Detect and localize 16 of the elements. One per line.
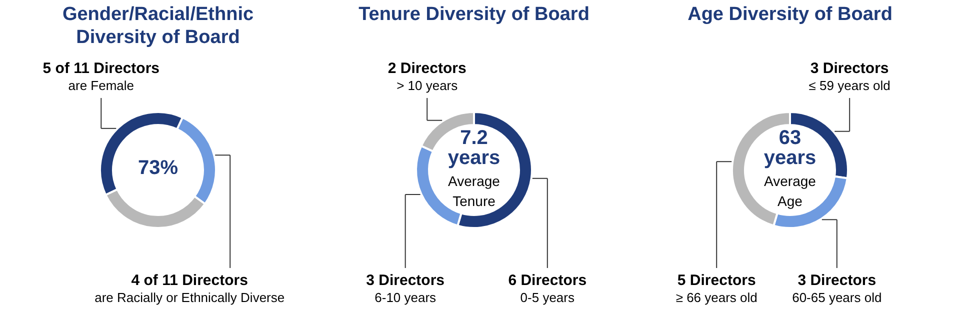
category-label: 3 Directors 6-10 years xyxy=(366,272,445,305)
chart-title: Age Diversity of Board xyxy=(688,4,892,25)
category-label: 3 Directors ≤ 59 years old xyxy=(808,60,890,93)
chart-title: Tenure Diversity of Board xyxy=(358,4,590,25)
text: 63 years xyxy=(764,127,816,169)
category-label: 6 Directors 0-5 years xyxy=(508,272,587,305)
category-label: 5 Directors ≥ 66 years old xyxy=(676,272,758,305)
category-label: 4 of 11 Directors are Racially or Ethnically Diverse xyxy=(94,272,285,305)
text: 7.2 years xyxy=(448,127,500,169)
text: 73% xyxy=(138,157,178,179)
category-label: 2 Directors > 10 years xyxy=(388,60,466,93)
chart-title: Gender/Racial/Ethnic Diversity of Board xyxy=(62,4,254,48)
text: Average Age xyxy=(764,173,816,209)
text: Average Tenure xyxy=(448,173,500,209)
category-label: 5 of 11 Directors are Female xyxy=(42,60,160,93)
category-label: 3 Directors 60-65 years old xyxy=(792,272,882,305)
